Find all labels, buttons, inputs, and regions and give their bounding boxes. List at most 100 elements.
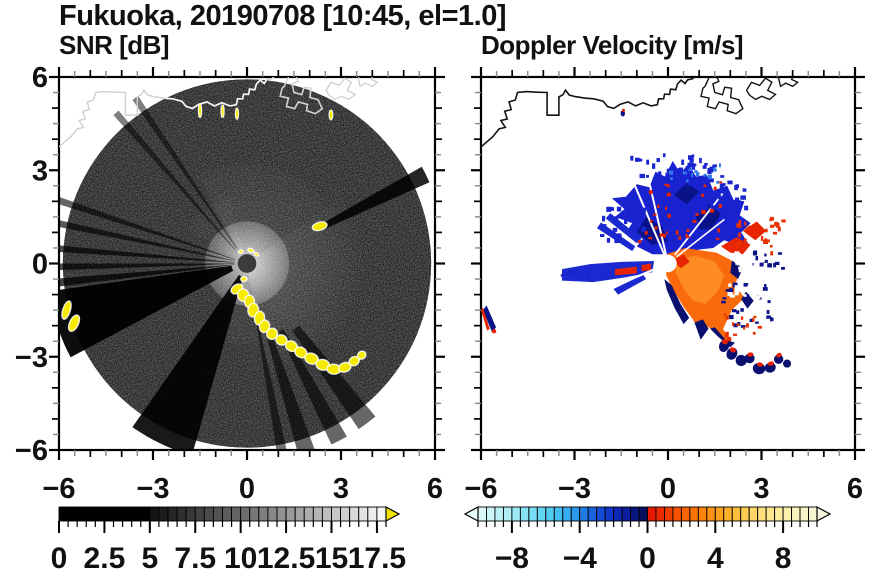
- speckle: [740, 316, 744, 320]
- clutter-echo: [258, 319, 271, 334]
- speckle: [770, 244, 773, 248]
- snr-shadow-wedge: [59, 265, 234, 358]
- snr-shadow-wedge: [132, 96, 237, 249]
- speckle: [763, 239, 769, 245]
- velocity-region-red-patch-2: [742, 221, 767, 241]
- speckle: [733, 323, 738, 328]
- speckle: [695, 172, 700, 176]
- speckle: [613, 216, 619, 221]
- x-tick-label: −3: [136, 473, 169, 505]
- speckle: [745, 227, 749, 231]
- speckle: [560, 274, 566, 277]
- speckle: [743, 326, 746, 330]
- coast-echo-streak: [220, 104, 225, 119]
- speckle: [603, 274, 607, 278]
- speckle: [738, 266, 743, 270]
- snr-shadow-wedge: [59, 220, 235, 262]
- colorbar-cell: [294, 506, 305, 522]
- y-tick-label: −3: [15, 342, 48, 374]
- colorbar-cell: [808, 506, 818, 522]
- colorbar-cell: [303, 506, 314, 522]
- speckle: [703, 179, 708, 184]
- speckle: [728, 283, 732, 287]
- coast-echo-streak: [197, 103, 203, 119]
- colorbar-cell: [502, 506, 513, 522]
- velocity-blob: [776, 352, 782, 358]
- y-tick-label: 0: [32, 249, 48, 281]
- speckle: [736, 262, 740, 266]
- velocity-region-orange-core: [675, 255, 725, 304]
- speckle: [646, 159, 650, 165]
- colorbar-cell: [706, 506, 716, 522]
- speckle: [781, 266, 785, 270]
- speckle: [721, 300, 726, 304]
- speckle: [728, 314, 734, 320]
- colorbar-cell: [791, 506, 801, 522]
- velocity-region-west-edge-red: [481, 307, 490, 331]
- x-tick-label: 0: [660, 473, 676, 505]
- speckle: [677, 167, 681, 173]
- velocity-region-west-edge-navy: [482, 305, 496, 333]
- speckle: [744, 286, 750, 293]
- colorbar-cell: [367, 506, 378, 522]
- colorbar-tick-label: 0: [639, 542, 656, 570]
- colorbar-cell: [203, 506, 214, 522]
- speckle: [668, 170, 674, 175]
- colorbar-tick-label: 17.5: [348, 542, 406, 570]
- colorbar-cell: [158, 506, 169, 522]
- speckle: [781, 219, 786, 223]
- x-tick-label: 3: [753, 473, 769, 505]
- colorbar-cell: [587, 506, 598, 522]
- speckle: [610, 231, 615, 236]
- speckle: [652, 177, 658, 183]
- speckle: [635, 157, 640, 162]
- speckle: [691, 164, 696, 170]
- speckle: [678, 236, 682, 240]
- velocity-region-navy-patch-2: [696, 204, 721, 230]
- speckle: [685, 166, 691, 170]
- colorbar-cell: [545, 506, 555, 522]
- speckle: [760, 235, 764, 241]
- speckle: [687, 162, 692, 166]
- speckle: [632, 212, 637, 219]
- velocity-blob: [747, 352, 754, 357]
- speckle: [699, 157, 702, 164]
- colorbar-cell: [349, 506, 360, 522]
- speckle: [718, 163, 722, 168]
- clutter-echo: [266, 327, 279, 341]
- speckle: [623, 219, 628, 225]
- harbor-outline: [325, 77, 357, 101]
- velocity-blob: [767, 361, 774, 366]
- speckle: [606, 237, 611, 243]
- colorbar-cell: [358, 506, 369, 522]
- speckle: [686, 179, 689, 183]
- colorbar-cell: [680, 506, 691, 522]
- harbor-outline: [357, 77, 379, 88]
- speckle: [774, 261, 780, 266]
- speckle: [713, 168, 717, 172]
- velocity-region-navy-patch-1: [636, 216, 668, 245]
- speckle: [727, 180, 733, 185]
- speckle: [746, 294, 750, 299]
- colorbar-over-arrow: [816, 505, 832, 523]
- speckle: [687, 155, 693, 160]
- colorbar-cell: [477, 506, 487, 522]
- colorbar-cell: [94, 506, 105, 522]
- beam-gap-ray: [627, 266, 660, 282]
- axes-panel-0: −6 −3 0 3 6 6 3 0 −3 −6: [15, 62, 445, 505]
- colorbar-cell: [765, 506, 776, 522]
- speckle: [734, 285, 738, 291]
- speckle: [675, 176, 681, 181]
- speckle: [731, 309, 737, 313]
- speckle: [736, 310, 740, 314]
- speckle: [743, 238, 747, 243]
- speckle: [717, 228, 721, 233]
- speckle: [637, 223, 641, 228]
- colorbar-cell: [697, 506, 708, 522]
- snr-ppi: [59, 77, 432, 450]
- colorbar-0: 0 2.5 5 7.5 10 12.5 15 17.5: [51, 505, 406, 570]
- speckle: [753, 315, 757, 319]
- speckle: [764, 253, 767, 257]
- speckle: [639, 173, 646, 179]
